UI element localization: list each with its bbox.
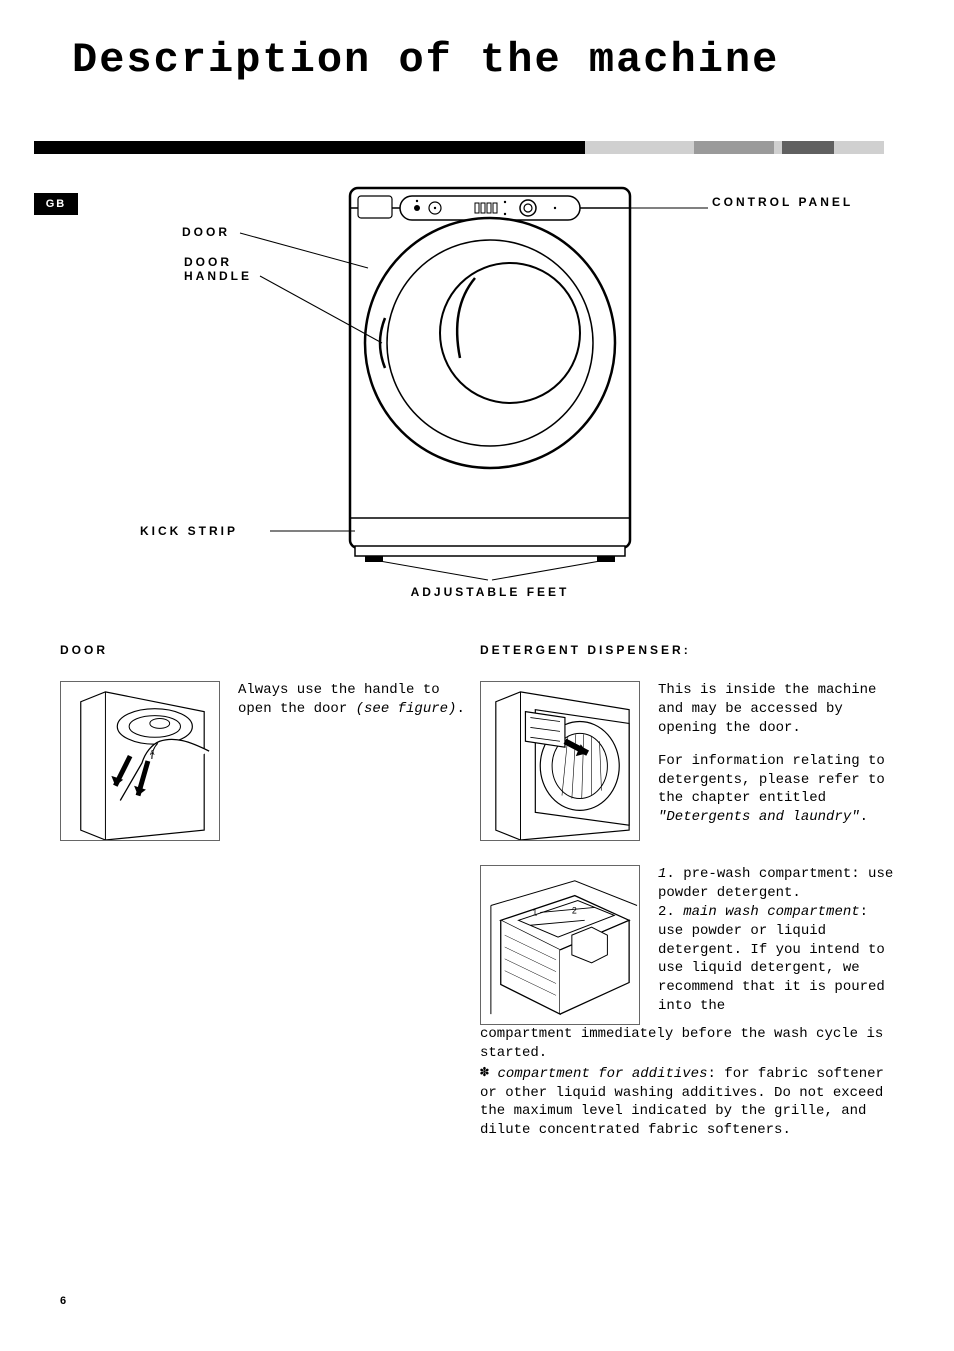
- comp2-italic: main wash compartment: [683, 904, 859, 920]
- door-text-part2: .: [456, 701, 464, 717]
- svg-text:2: 2: [572, 905, 577, 915]
- decor-bar-dark: [782, 141, 834, 154]
- dispenser-heading: DETERGENT DISPENSER:: [480, 643, 900, 657]
- additive-icon: ✽: [480, 1064, 489, 1081]
- svg-text:A: A: [150, 750, 155, 757]
- dispenser-p2: For information relating to detergents, …: [658, 752, 900, 828]
- decor-bar-black: [34, 141, 585, 154]
- comp3-italic: compartment for additives: [497, 1066, 707, 1082]
- svg-text:1: 1: [532, 907, 537, 917]
- door-heading: DOOR: [60, 643, 470, 657]
- page-title: Description of the machine: [72, 36, 779, 84]
- dispenser-p2-a: For information relating to detergents, …: [658, 753, 885, 807]
- comp1-text: . pre-wash compartment: use powder deter…: [658, 866, 893, 901]
- decor-bar-mid: [694, 141, 774, 154]
- label-kick-strip: KICK STRIP: [140, 524, 238, 538]
- label-door: DOOR: [182, 225, 230, 239]
- comp2-prefix: 2.: [658, 904, 683, 920]
- page-number: 6: [60, 1295, 66, 1307]
- label-control-panel: CONTROL PANEL: [712, 195, 853, 209]
- label-door-handle: DOOR HANDLE: [184, 255, 252, 283]
- dispenser-figure-2: 1 2: [480, 865, 640, 1025]
- comp2-text-b: compartment immediately before the wash …: [480, 1026, 883, 1061]
- machine-diagram: CONTROL PANEL DOOR DOOR HANDLE KICK STRI…: [80, 168, 880, 598]
- dispenser-figure-1: [480, 681, 640, 841]
- door-text-italic: (see figure): [356, 701, 457, 717]
- language-tag: GB: [34, 193, 78, 215]
- label-adjustable-feet: ADJUSTABLE FEET: [411, 585, 570, 598]
- dispenser-p2-c: .: [860, 809, 868, 825]
- compartments-block: 1 2 1. pre-wash com: [480, 865, 900, 1140]
- dispenser-p2-b: "Detergents and laundry": [658, 809, 860, 825]
- door-figure: A: [60, 681, 220, 841]
- dispenser-text: This is inside the machine and may be ac…: [658, 681, 900, 841]
- dispenser-p1: This is inside the machine and may be ac…: [658, 681, 900, 738]
- door-text: Always use the handle to open the door (…: [238, 681, 470, 841]
- comp2-text-a: : use powder or liquid detergent. If you…: [658, 904, 885, 1014]
